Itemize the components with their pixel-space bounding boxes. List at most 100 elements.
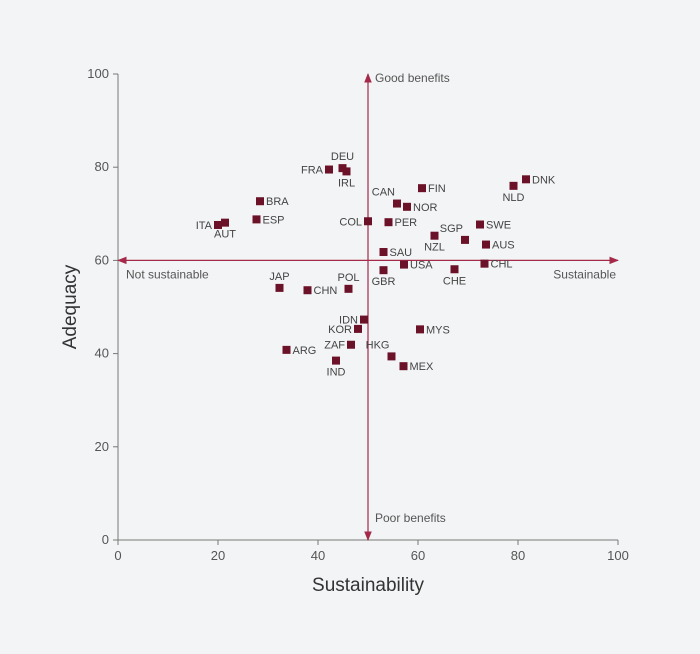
data-point-label: ZAF	[324, 340, 345, 352]
data-point-marker	[400, 260, 408, 269]
data-point: IDN	[339, 315, 368, 327]
data-point-marker	[282, 345, 291, 354]
data-point-marker	[416, 325, 424, 334]
data-point: AUS	[482, 240, 515, 252]
data-point-label: ITA	[196, 220, 213, 232]
data-point-label: CHN	[314, 285, 338, 297]
data-point: POL	[337, 272, 360, 293]
data-point-label: FIN	[428, 183, 446, 195]
data-point-label: SGP	[440, 223, 463, 235]
data-point-marker	[360, 315, 368, 324]
data-point: ZAF	[324, 340, 355, 352]
x-tick-label: 40	[311, 548, 325, 563]
y-axis-title: Adequacy	[60, 264, 81, 349]
data-point-marker	[384, 218, 393, 227]
data-point-marker	[480, 259, 489, 268]
data-point: MYS	[416, 324, 450, 336]
data-point: SGP	[440, 223, 469, 244]
data-point-label: HKG	[366, 339, 390, 351]
y-tick-label: 100	[87, 66, 109, 81]
data-point: PER	[384, 217, 418, 229]
data-point-label: IDN	[339, 315, 358, 327]
data-point-marker	[303, 286, 312, 295]
y-tick-label: 20	[95, 439, 109, 454]
y-tick-label: 80	[95, 159, 109, 174]
data-point-label: GBR	[372, 276, 396, 288]
x-axis-ticks: 0 20 40 60 80 100	[114, 540, 629, 563]
data-point: NLD	[502, 181, 525, 204]
data-point-marker	[332, 356, 340, 365]
data-point-marker	[221, 218, 229, 227]
data-point: HKG	[366, 339, 396, 361]
data-point-marker	[450, 265, 459, 274]
data-point: IND	[327, 356, 346, 379]
quadrant-label-right: Sustainable	[553, 267, 616, 281]
data-point: CHE	[443, 265, 466, 287]
y-tick-label: 40	[95, 346, 109, 361]
data-point: FIN	[418, 183, 446, 195]
data-point-label: COL	[339, 216, 362, 228]
y-tick-label: 0	[102, 532, 109, 547]
data-point: JAP	[269, 271, 290, 292]
data-point-marker	[354, 324, 362, 333]
data-point: MEX	[399, 361, 434, 373]
data-point-marker	[347, 340, 355, 349]
x-tick-label: 60	[411, 548, 425, 563]
data-point-marker	[252, 215, 261, 224]
data-point-label: FRA	[301, 165, 324, 177]
data-point-label: NLD	[502, 192, 524, 204]
data-point-marker	[430, 231, 439, 240]
data-point-marker	[379, 266, 388, 275]
data-point: CHN	[303, 285, 338, 297]
data-point-marker	[418, 184, 426, 193]
data-point-label: KOR	[328, 324, 352, 336]
data-point-marker	[275, 283, 284, 292]
data-point-label: IND	[327, 367, 346, 379]
data-point-marker	[403, 202, 411, 211]
data-point: AUT	[214, 218, 236, 241]
data-point: SAU	[379, 247, 413, 259]
data-point: KOR	[328, 324, 362, 336]
data-point-label: ARG	[293, 345, 317, 357]
quadrant-label-left: Not sustainable	[126, 267, 209, 281]
data-point-label: USA	[410, 260, 433, 272]
x-tick-label: 20	[211, 548, 225, 563]
data-point-label: SWE	[486, 220, 511, 232]
data-point-marker	[393, 199, 401, 208]
data-point-label: BRA	[266, 196, 289, 208]
data-point: GBR	[372, 266, 396, 288]
data-point: BRA	[256, 196, 289, 208]
data-point-marker	[256, 197, 264, 206]
x-tick-label: 80	[511, 548, 525, 563]
data-point-marker	[342, 167, 351, 176]
data-point: NZL	[424, 231, 445, 254]
x-tick-label: 0	[114, 548, 121, 563]
y-tick-label: 60	[95, 252, 109, 267]
data-point-marker	[344, 284, 353, 293]
data-point-marker	[399, 362, 408, 371]
data-point-marker	[387, 352, 396, 361]
data-point-marker	[325, 165, 333, 174]
x-axis-title: Sustainability	[312, 575, 424, 596]
data-point: COL	[339, 216, 372, 228]
data-point-marker	[482, 240, 490, 249]
data-point-label: SAU	[390, 247, 413, 259]
data-point-label: JAP	[269, 271, 289, 283]
data-point-label: IRL	[338, 177, 355, 189]
data-point-label: DNK	[532, 174, 556, 186]
data-point-marker	[364, 217, 372, 226]
data-point-marker	[461, 235, 469, 244]
x-tick-label: 100	[607, 548, 629, 563]
y-axis-ticks: 0 20 40 60 80 100	[87, 66, 118, 547]
data-point-marker	[509, 181, 518, 190]
data-point-label: PER	[395, 217, 418, 229]
quadrant-label-top: Good benefits	[375, 71, 450, 85]
data-point: CAN	[372, 187, 401, 208]
data-point: IRL	[338, 167, 355, 189]
data-point: CHL	[480, 259, 513, 271]
data-point: SWE	[476, 220, 511, 232]
data-point-label: CHE	[443, 275, 466, 287]
data-point-label: CAN	[372, 187, 395, 199]
